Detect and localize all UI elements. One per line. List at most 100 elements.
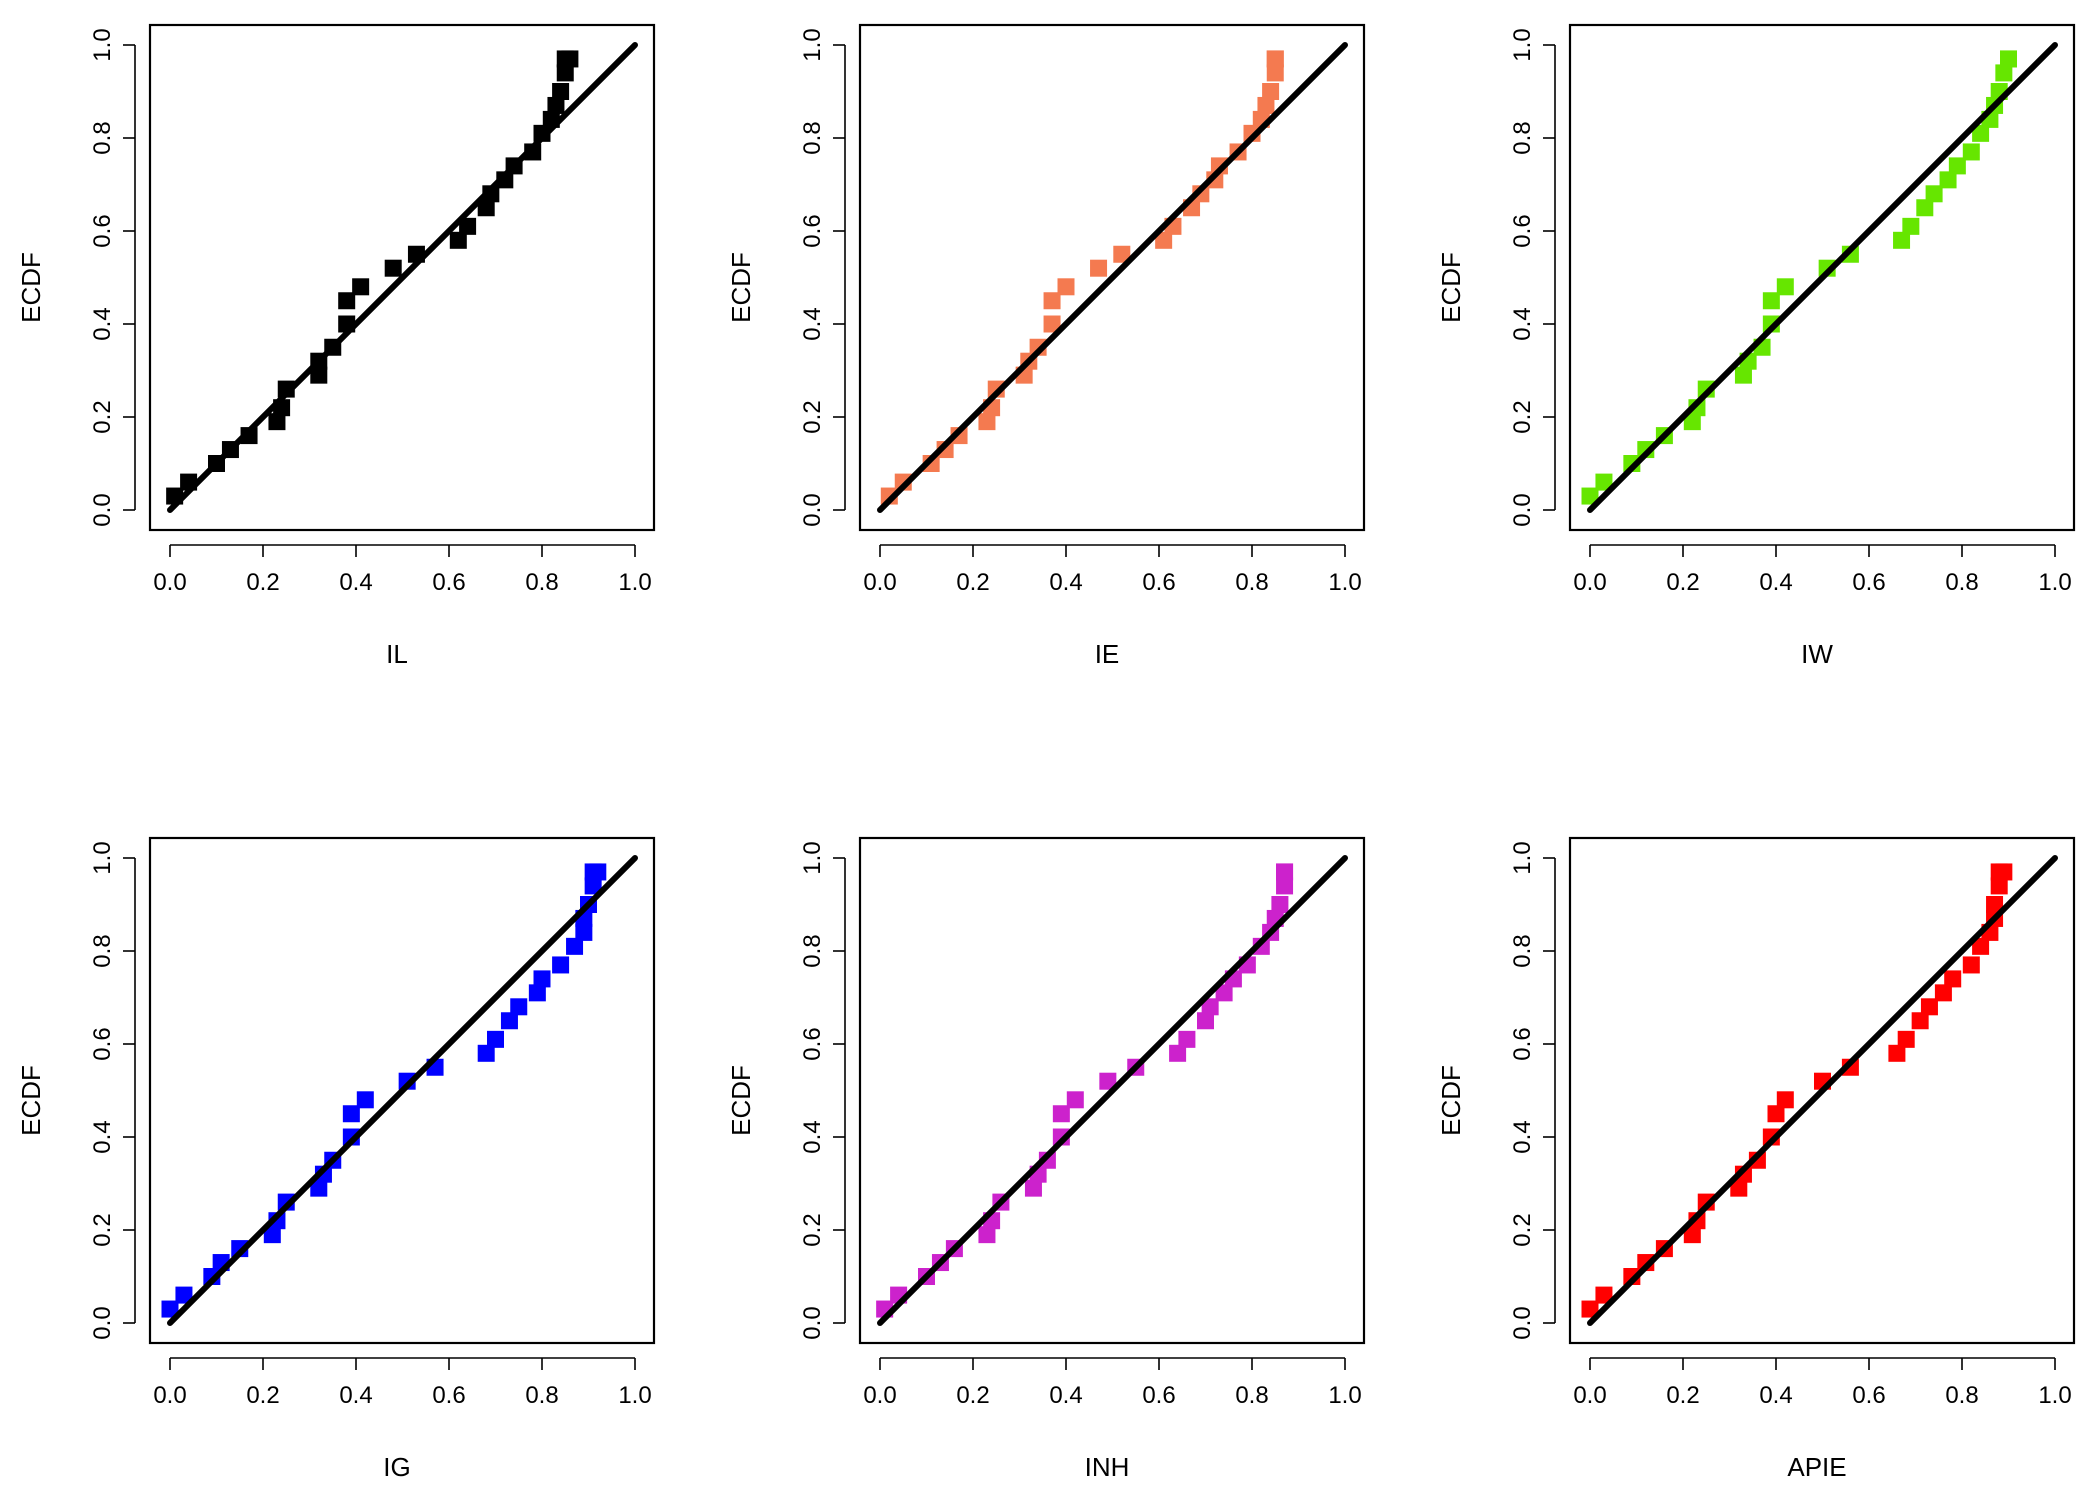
- data-point: [1169, 1044, 1187, 1062]
- data-point: [342, 1105, 360, 1123]
- data-point: [533, 970, 551, 988]
- x-tick-label: 0.6: [432, 569, 465, 596]
- data-point: [1888, 1044, 1906, 1062]
- data-point: [1201, 998, 1219, 1016]
- x-tick-label: 1.0: [618, 1382, 651, 1409]
- panel-6: 0.0 0.2 0.4 0.6 0.8 1.0 0.0 0.2 0.4 0.6 0.8 1.0 APIE…: [1436, 836, 2076, 1482]
- reference-line: [877, 855, 1348, 1326]
- x-tick-label: 1.0: [618, 569, 651, 596]
- data-point: [449, 231, 467, 249]
- y-tick-label: 0.8: [799, 934, 826, 967]
- x-tick-label: 1.0: [2038, 569, 2071, 596]
- data-point: [1057, 278, 1075, 296]
- data-point: [1581, 1300, 1599, 1318]
- data-point: [1099, 1072, 1117, 1090]
- data-point: [356, 1091, 374, 1109]
- x-tick-label: 1.0: [2038, 1382, 2071, 1409]
- x-axis-title: APIE: [1787, 1452, 1846, 1482]
- y-axis-title: ECDF: [16, 252, 46, 323]
- data-point: [1939, 171, 1957, 189]
- data-point: [263, 1226, 281, 1244]
- reference-line: [167, 855, 638, 1326]
- x-tick-label: 1.0: [1328, 569, 1361, 596]
- y-tick-label: 0.2: [799, 400, 826, 433]
- y-tick-label: 0.6: [89, 214, 116, 247]
- x-tick-label: 1.0: [1328, 1382, 1361, 1409]
- y-axis-title: ECDF: [16, 1065, 46, 1136]
- data-point: [1257, 96, 1275, 114]
- x-tick-label: 0.8: [1235, 1382, 1268, 1409]
- y-tick-label: 0.8: [89, 121, 116, 154]
- data-point: [1972, 937, 1990, 955]
- x-tick-label: 0.8: [1945, 1382, 1978, 1409]
- data-point: [161, 1300, 179, 1318]
- y-tick-label: 0.4: [89, 307, 116, 340]
- y-tick-label: 0.8: [1509, 121, 1536, 154]
- data-point: [1730, 1179, 1748, 1197]
- reference-line: [1587, 42, 2058, 513]
- plot-frame: [1568, 23, 2076, 532]
- data-point: [978, 413, 996, 431]
- x-tick-label: 0.2: [1666, 569, 1699, 596]
- x-tick-label: 0.6: [1852, 569, 1885, 596]
- data-point: [487, 1030, 504, 1048]
- y-tick-label: 0.0: [1509, 1306, 1536, 1339]
- x-tick-label: 0.4: [1049, 1382, 1082, 1409]
- x-tick-label: 0.8: [525, 569, 558, 596]
- y-tick-label: 0.2: [1509, 400, 1536, 433]
- y-tick-label: 0.2: [1509, 1213, 1536, 1246]
- y-tick-label: 0.6: [799, 214, 826, 247]
- x-tick-label: 0.6: [432, 1382, 465, 1409]
- data-point: [584, 877, 602, 895]
- data-point: [556, 64, 574, 82]
- y-axis-title: ECDF: [726, 1065, 756, 1136]
- reference-line: [167, 42, 638, 513]
- y-tick-label: 0.0: [799, 493, 826, 526]
- data-point: [1178, 1030, 1196, 1048]
- x-tick-label: 0.4: [1049, 569, 1082, 596]
- x-tick-label: 0.0: [863, 569, 896, 596]
- data-point: [1595, 1286, 1613, 1304]
- y-tick-label: 1.0: [1509, 841, 1536, 874]
- data-point: [1962, 956, 1980, 974]
- y-tick-label: 0.8: [89, 934, 116, 967]
- data-point: [1944, 970, 1962, 988]
- x-tick-label: 0.8: [1235, 569, 1268, 596]
- data-point: [1024, 1179, 1042, 1197]
- data-point: [500, 1012, 518, 1030]
- x-tick-label: 0.0: [153, 569, 186, 596]
- data-point: [1920, 998, 1938, 1016]
- panel-5: 0.0 0.2 0.4 0.6 0.8 1.0 0.0 0.2 0.4 0.6 0.8 1.0 INH E…: [726, 836, 1366, 1482]
- data-point: [1197, 1012, 1214, 1030]
- y-tick-label: 0.4: [1509, 307, 1536, 340]
- y-tick-label: 0.6: [1509, 1027, 1536, 1060]
- data-point: [1155, 231, 1173, 249]
- reference-line: [1587, 855, 2058, 1326]
- data-point: [1776, 278, 1794, 296]
- data-point: [310, 366, 328, 384]
- plot-frame: [858, 23, 1366, 532]
- data-point: [510, 998, 528, 1016]
- plot-frame: [858, 836, 1366, 1345]
- y-tick-label: 0.8: [799, 121, 826, 154]
- x-axis-title: IE: [1095, 639, 1120, 669]
- panel-2: 0.0 0.2 0.4 0.6 0.8 1.0 0.0 0.2 0.4 0.6 0.8 1.0 IE EC…: [726, 23, 1366, 669]
- y-tick-label: 0.2: [89, 400, 116, 433]
- panel-4: 0.0 0.2 0.4 0.6 0.8 1.0 0.0 0.2 0.4 0.6 0.8 1.0 IG EC…: [16, 836, 656, 1482]
- data-point: [575, 923, 593, 941]
- data-point: [528, 984, 546, 1002]
- x-tick-label: 0.2: [956, 569, 989, 596]
- x-tick-label: 0.0: [1573, 569, 1606, 596]
- plot-frame: [148, 23, 656, 532]
- y-tick-label: 0.8: [1509, 934, 1536, 967]
- data-point: [1266, 50, 1284, 68]
- data-point: [1897, 1030, 1915, 1048]
- data-point: [2000, 50, 2017, 68]
- y-tick-label: 0.6: [89, 1027, 116, 1060]
- data-point: [1962, 143, 1980, 161]
- x-tick-label: 0.2: [956, 1382, 989, 1409]
- data-point: [561, 50, 579, 68]
- x-tick-label: 0.2: [1666, 1382, 1699, 1409]
- data-point: [1271, 896, 1289, 913]
